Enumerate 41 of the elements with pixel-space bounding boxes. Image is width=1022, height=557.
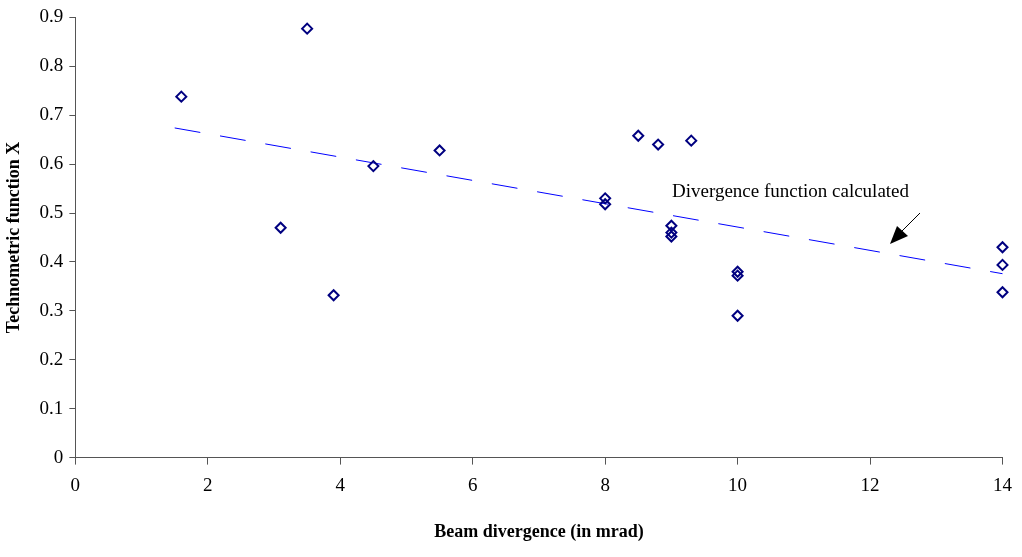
point [996,258,1009,271]
y-tick-label: 0.3 [39,298,64,320]
point [665,226,678,239]
y-tick-label: 0.8 [39,54,64,76]
point [996,286,1009,299]
x-tick-label: 10 [728,473,748,495]
point [327,289,340,302]
point [665,230,678,243]
x-tick-label: 0 [70,473,81,495]
y-tick-label: 0.1 [39,396,64,418]
point [599,192,612,205]
y-tick-label: 0.7 [39,103,64,125]
y-tick-label: 0.6 [39,152,64,174]
x-axis-title: Beam divergence (in mrad) [434,520,644,542]
x-tick-label: 2 [203,473,213,495]
x-tick-label: 4 [335,473,346,495]
y-tick-label: 0.2 [39,347,64,369]
point [274,221,287,234]
x-tick-label: 12 [860,473,880,495]
point [685,134,698,147]
point [731,309,744,322]
y-tick-label: 0.9 [39,5,64,27]
point [731,265,744,278]
point [996,241,1009,254]
point [367,160,380,173]
point [652,138,665,151]
point [632,129,645,142]
point [433,144,446,157]
x-tick-label: 8 [600,473,610,495]
y-tick-label: 0.5 [39,201,64,223]
point [301,22,314,35]
x-tick-label: 14 [993,473,1013,495]
point [665,219,678,232]
y-tick-label: 0 [53,445,64,467]
annotation: Divergence function calculated [672,180,910,202]
x-tick-label: 6 [467,473,478,495]
point [731,269,744,282]
point [599,198,612,211]
y-axis-title: Technometric function X [3,141,24,334]
y-tick-label: 0.4 [39,249,64,271]
point [175,90,188,103]
